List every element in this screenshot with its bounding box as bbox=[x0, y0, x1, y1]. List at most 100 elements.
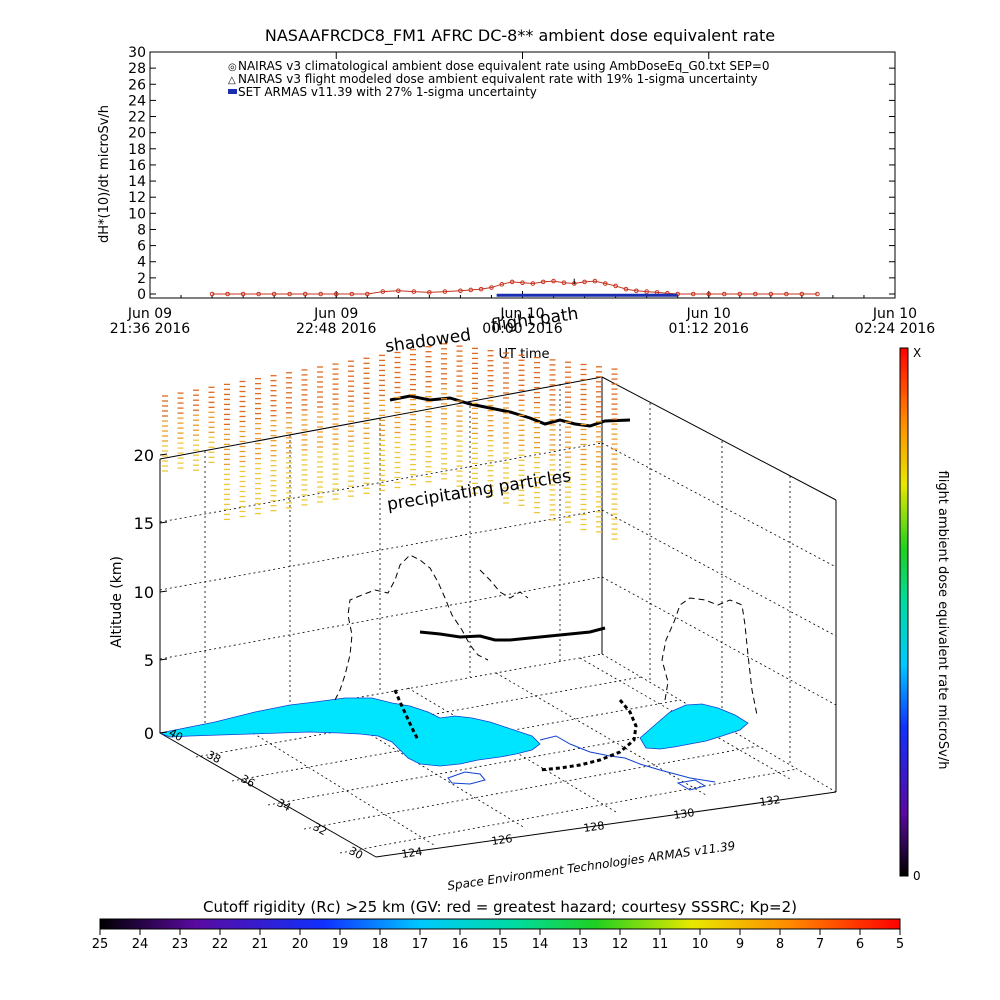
legend: ◎ NAIRAS v3 climatological ambient dose … bbox=[228, 59, 770, 99]
y-tick-label: 12 bbox=[128, 190, 146, 206]
altitude-axis-ticks: 0 5 10 15 20 bbox=[134, 446, 168, 743]
x-tick-time: 00:00 2016 bbox=[482, 321, 563, 337]
series-point-nairas bbox=[396, 288, 401, 294]
latitude-tick-label: 38 bbox=[205, 748, 223, 766]
rigidity-ticks: 25 24 23 22 21 20 19 18 17 16 15 14 13 12 11 10 9 8 7 6 5 bbox=[92, 929, 904, 952]
series-point-nairas bbox=[489, 285, 494, 290]
legend-marker-nairas-flight: △ bbox=[228, 75, 236, 86]
series-point-nairas bbox=[364, 291, 370, 297]
y-tick-label: 8 bbox=[137, 222, 146, 238]
altitude-tick-mark bbox=[159, 521, 168, 524]
series-point-nairas bbox=[468, 287, 474, 293]
y-tick-label: 18 bbox=[128, 142, 146, 158]
y-tick-label: 4 bbox=[137, 255, 146, 271]
y-tick-label: 22 bbox=[128, 110, 146, 126]
latitude-tick-label: 30 bbox=[347, 844, 365, 862]
y-tick-label: 30 bbox=[128, 45, 146, 61]
legend-entry-nairas-flight: NAIRAS v3 flight modeled dose ambient eq… bbox=[238, 72, 758, 86]
series-point-nairas bbox=[240, 291, 246, 297]
rigidity-tick-label: 7 bbox=[816, 937, 824, 952]
series-point-nairas bbox=[333, 291, 339, 297]
series-point-nairas bbox=[442, 289, 448, 294]
latitude-tick-label: 32 bbox=[311, 820, 329, 838]
latitude-tick-label: 36 bbox=[239, 772, 257, 790]
rigidity-tick-label: 17 bbox=[412, 937, 429, 952]
altitude-axis-label: Altitude (km) bbox=[109, 556, 125, 648]
series-point-nairas bbox=[551, 278, 556, 284]
rigidity-tick-label: 8 bbox=[776, 937, 784, 952]
rigidity-tick-label: 6 bbox=[856, 937, 864, 952]
series-point-nairas bbox=[427, 290, 432, 295]
rigidity-tick-label: 13 bbox=[572, 937, 589, 952]
dose-colorbar-max: X bbox=[913, 346, 921, 360]
x-tick-time: 21:36 2016 bbox=[110, 321, 191, 337]
series-point-nairas bbox=[380, 289, 386, 294]
series-point-nairas bbox=[784, 291, 789, 297]
rigidity-tick-label: 5 bbox=[896, 937, 904, 952]
floor-frame bbox=[159, 732, 837, 858]
series-point-nairas bbox=[302, 291, 308, 297]
legend-marker-armas bbox=[228, 89, 237, 94]
altitude-tick-label: 10 bbox=[134, 583, 154, 602]
dose-rate-dashes bbox=[162, 343, 618, 540]
dose-colorbar-gradient bbox=[899, 347, 909, 877]
wall-grid bbox=[159, 384, 837, 765]
legend-entry-armas: SET ARMAS v11.39 with 27% 1-sigma uncert… bbox=[238, 85, 537, 99]
longitude-tick-label: 124 bbox=[401, 845, 424, 861]
series-point-nairas bbox=[256, 291, 261, 297]
longitude-tick-label: 128 bbox=[583, 819, 606, 835]
coast-wall-projection bbox=[334, 554, 758, 716]
y-axis-label: dH*(10)/dt microSv/h bbox=[97, 105, 112, 243]
rigidity-tick-label: 12 bbox=[612, 937, 629, 952]
series-point-nairas bbox=[225, 291, 230, 297]
series-point-nairas bbox=[271, 291, 277, 297]
longitude-tick-label: 132 bbox=[759, 793, 782, 809]
series-point-nairas bbox=[721, 291, 727, 297]
altitude-tick-label: 0 bbox=[144, 724, 154, 743]
rigidity-colorbar-gradient bbox=[99, 918, 901, 930]
series-line-nairas bbox=[212, 280, 818, 295]
longitude-tick-label: 126 bbox=[491, 832, 514, 848]
x-tick-time: 22:48 2016 bbox=[296, 321, 377, 337]
series-point-nairas bbox=[634, 288, 639, 294]
latitude-tick-label: 34 bbox=[275, 796, 293, 814]
altitude-tick-mark bbox=[159, 590, 168, 593]
series-point-nairas bbox=[753, 291, 758, 297]
rigidity-tick-label: 20 bbox=[292, 937, 309, 952]
series-point-nairas bbox=[349, 291, 355, 297]
y-tick-label: 14 bbox=[128, 174, 146, 190]
series-point-nairas bbox=[411, 289, 417, 294]
dose-colorbar: X 0 flight ambient dose equivalent rate … bbox=[899, 346, 950, 883]
x-tick-date: Jun 09 bbox=[127, 306, 172, 322]
island-small bbox=[676, 779, 707, 791]
x-tick-time: 02:24 2016 bbox=[855, 321, 936, 337]
rigidity-tick-label: 15 bbox=[492, 937, 509, 952]
longitude-ticks: 124 126 128 130 132 bbox=[401, 793, 782, 861]
series-point-nairas bbox=[530, 281, 536, 286]
annotation-precipitating: precipitating particles bbox=[386, 466, 573, 515]
landmass-china bbox=[158, 697, 541, 767]
rigidity-tick-label: 9 bbox=[736, 937, 744, 952]
latitude-ticks: 30 32 34 36 38 40 bbox=[167, 726, 365, 862]
rigidity-tick-label: 11 bbox=[652, 937, 669, 952]
series-point-nairas bbox=[458, 288, 463, 294]
y-tick-label: 10 bbox=[128, 206, 146, 222]
y-tick-label: 6 bbox=[137, 239, 146, 255]
rigidity-tick-label: 23 bbox=[172, 937, 189, 952]
series-point-nairas bbox=[520, 280, 525, 286]
latitude-tick-label: 40 bbox=[167, 726, 185, 744]
series-point-nairas bbox=[613, 283, 618, 289]
timeseries-panel: NASAAFRCDC8_FM1 AFRC DC-8** ambient dose… bbox=[97, 26, 935, 362]
altitude-tick-mark bbox=[159, 658, 168, 661]
x-tick-date: Jun 10 bbox=[686, 306, 731, 322]
rigidity-tick-label: 14 bbox=[532, 937, 549, 952]
legend-marker-nairas-clim: ◎ bbox=[228, 62, 237, 73]
dose-colorbar-min: 0 bbox=[913, 869, 921, 883]
series-point-nairas bbox=[582, 279, 587, 285]
rigidity-tick-label: 10 bbox=[692, 937, 709, 952]
flight-track-ground bbox=[393, 689, 638, 772]
rigidity-tick-label: 18 bbox=[372, 937, 389, 952]
y-tick-label: 16 bbox=[128, 158, 146, 174]
series-point-nairas bbox=[815, 291, 820, 297]
